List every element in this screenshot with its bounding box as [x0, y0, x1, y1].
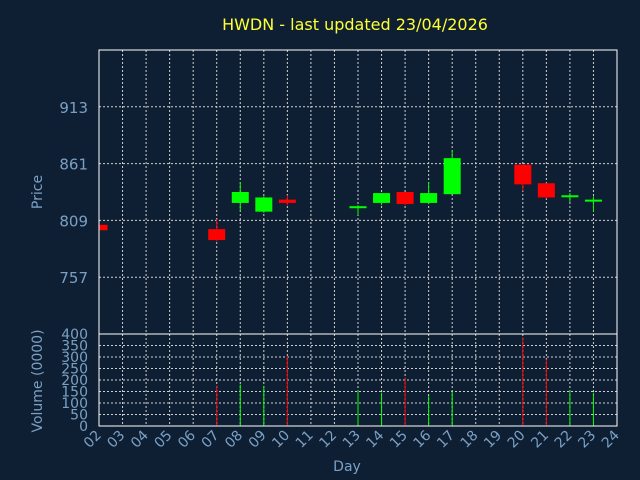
candle-body	[396, 192, 414, 205]
x-tick-label: 13	[340, 428, 364, 452]
candle-body	[537, 183, 555, 198]
marks-layer	[98, 150, 602, 426]
volume-tick-label: 200	[61, 373, 88, 389]
candle-body	[373, 193, 391, 203]
x-tick-label: 03	[104, 428, 128, 452]
x-tick-label: 24	[599, 427, 623, 451]
price-tick-label: 809	[59, 212, 88, 230]
chart-title: HWDN - last updated 23/04/2026	[222, 15, 488, 34]
candle-body	[255, 197, 273, 212]
volume-tick-label: 150	[61, 385, 88, 401]
x-tick-label: 12	[316, 428, 340, 452]
x-tick-label: 09	[246, 428, 270, 452]
candle-body	[99, 224, 108, 231]
candle-body	[420, 193, 438, 203]
x-tick-label: 17	[434, 428, 458, 452]
x-tick-label: 06	[175, 427, 199, 451]
x-tick-label: 04	[128, 427, 152, 451]
price-tick-label: 913	[59, 99, 88, 117]
candle-body	[443, 158, 461, 195]
x-tick-label: 23	[575, 428, 599, 452]
x-tick-label: 15	[387, 428, 411, 452]
candle-body	[349, 206, 367, 209]
candle-body	[231, 192, 249, 203]
axes-layer	[98, 49, 618, 427]
volume-axis-label: Volume (0000)	[30, 329, 46, 432]
x-tick-label: 21	[528, 428, 552, 452]
grid-layer	[99, 50, 617, 426]
volume-frame	[98, 333, 618, 427]
x-tick-label: 22	[552, 428, 576, 452]
x-tick-label: 14	[363, 427, 387, 451]
volume-tick-label: 0	[79, 419, 88, 435]
price-axis-label: Price	[30, 175, 46, 209]
candle-body	[208, 229, 226, 241]
volume-tick-label: 350	[61, 339, 88, 355]
x-tick-label: 11	[293, 428, 317, 452]
candle-body	[278, 199, 296, 203]
x-tick-label: 19	[481, 428, 505, 452]
x-axis-label: Day	[333, 459, 361, 475]
volume-tick-label: 300	[61, 350, 88, 366]
price-tick-label: 757	[59, 269, 88, 287]
candle-body	[514, 164, 532, 185]
volume-tick-label: 250	[61, 362, 88, 378]
volume-tick-label: 100	[61, 396, 88, 412]
x-tick-label: 20	[505, 428, 529, 452]
candle-body	[584, 199, 602, 202]
x-tick-label: 16	[411, 427, 435, 451]
x-tick-label: 18	[458, 428, 482, 452]
x-tick-label: 10	[269, 428, 293, 452]
volume-tick-label: 400	[61, 327, 88, 343]
x-tick-label: 08	[222, 428, 246, 452]
candle-body	[561, 195, 579, 198]
volume-tick-label: 50	[70, 408, 88, 424]
price-tick-label: 861	[59, 156, 88, 174]
x-tick-label: 07	[199, 428, 223, 452]
x-tick-label: 05	[152, 428, 176, 452]
